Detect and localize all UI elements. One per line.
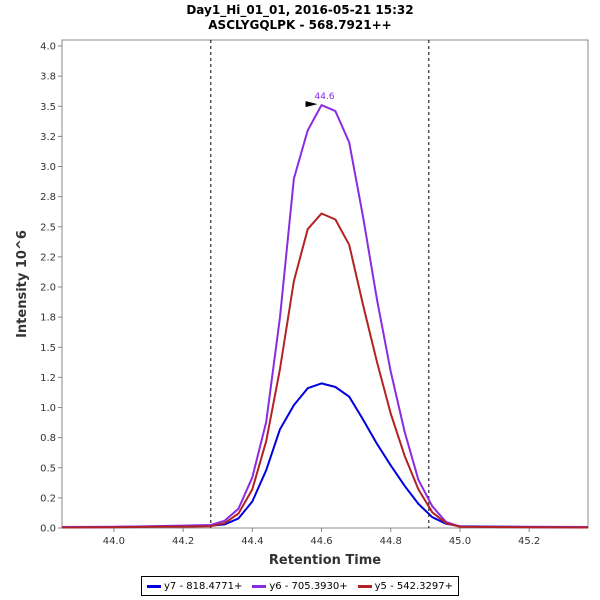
x-axis-title: Retention Time: [269, 553, 381, 568]
series-line-y5: [61, 212, 589, 529]
y-tick-label: 3.2: [40, 132, 56, 143]
legend-item: y7 - 818.4771+: [146, 580, 243, 592]
y-tick-label: 4.0: [40, 42, 56, 53]
y-tick-label: 2.8: [40, 192, 56, 203]
y-tick-label: 1.5: [40, 343, 56, 354]
chart-title: Day1_Hi_01_01, 2016-05-21 15:32: [186, 3, 413, 18]
chart-legend: y7 - 818.4771+ y6 - 705.3930+ y5 - 542.329…: [141, 576, 459, 596]
y-tick-label: 0.8: [40, 433, 56, 444]
y-tick-label: 0.5: [40, 463, 56, 474]
x-tick-label: 44.2: [172, 536, 194, 547]
legend-item: y5 - 542.3297+: [357, 580, 453, 592]
legend-label: y7 - 818.4771+: [163, 580, 243, 592]
y-tick-label: 3.5: [40, 102, 56, 113]
legend-label: y5 - 542.3297+: [374, 580, 453, 592]
x-tick-label: 44.4: [241, 536, 263, 547]
legend-label: y6 - 705.3930+: [269, 580, 348, 592]
chart-subtitle: ASCLYGQLPK - 568.7921++: [208, 18, 391, 32]
y-tick-label: 0.0: [40, 524, 56, 535]
y-tick-label: 1.2: [40, 373, 56, 384]
legend-swatch: [146, 584, 161, 588]
x-axis-ticks: 44.0 44.2 44.4 44.6 44.8 45.0 45.2: [103, 528, 540, 547]
legend-swatch: [357, 584, 372, 588]
x-tick-label: 44.6: [310, 536, 332, 547]
y-tick-label: 3.8: [40, 72, 56, 83]
y-axis-title: Intensity 10^6: [15, 230, 30, 338]
x-tick-label: 45.0: [449, 536, 471, 547]
y-tick-label: 1.0: [40, 403, 56, 414]
peak-marker-icon: [305, 101, 318, 108]
y-tick-label: 1.8: [40, 313, 56, 324]
chart-series: [61, 104, 589, 529]
series-line-y6: [61, 104, 589, 528]
legend-item: y6 - 705.3930+: [252, 580, 348, 592]
y-tick-label: 3.0: [40, 162, 56, 173]
x-tick-label: 45.2: [518, 536, 540, 547]
y-tick-label: 2.0: [40, 283, 56, 294]
peak-annotation-group: 44.6: [305, 92, 335, 108]
peak-label: 44.6: [315, 92, 335, 102]
y-axis-ticks: 0.0 0.2 0.5 0.8 1.0 1.2 1.5 1.8 2.0 2.2 2.5 2.8 3.0 3…: [40, 42, 62, 535]
y-tick-label: 2.2: [40, 252, 56, 263]
x-tick-label: 44.0: [103, 536, 125, 547]
x-tick-label: 44.8: [380, 536, 402, 547]
y-tick-label: 2.5: [40, 222, 56, 233]
legend-swatch: [252, 584, 267, 588]
y-tick-label: 0.2: [40, 493, 56, 504]
plot-area[interactable]: [61, 39, 589, 529]
